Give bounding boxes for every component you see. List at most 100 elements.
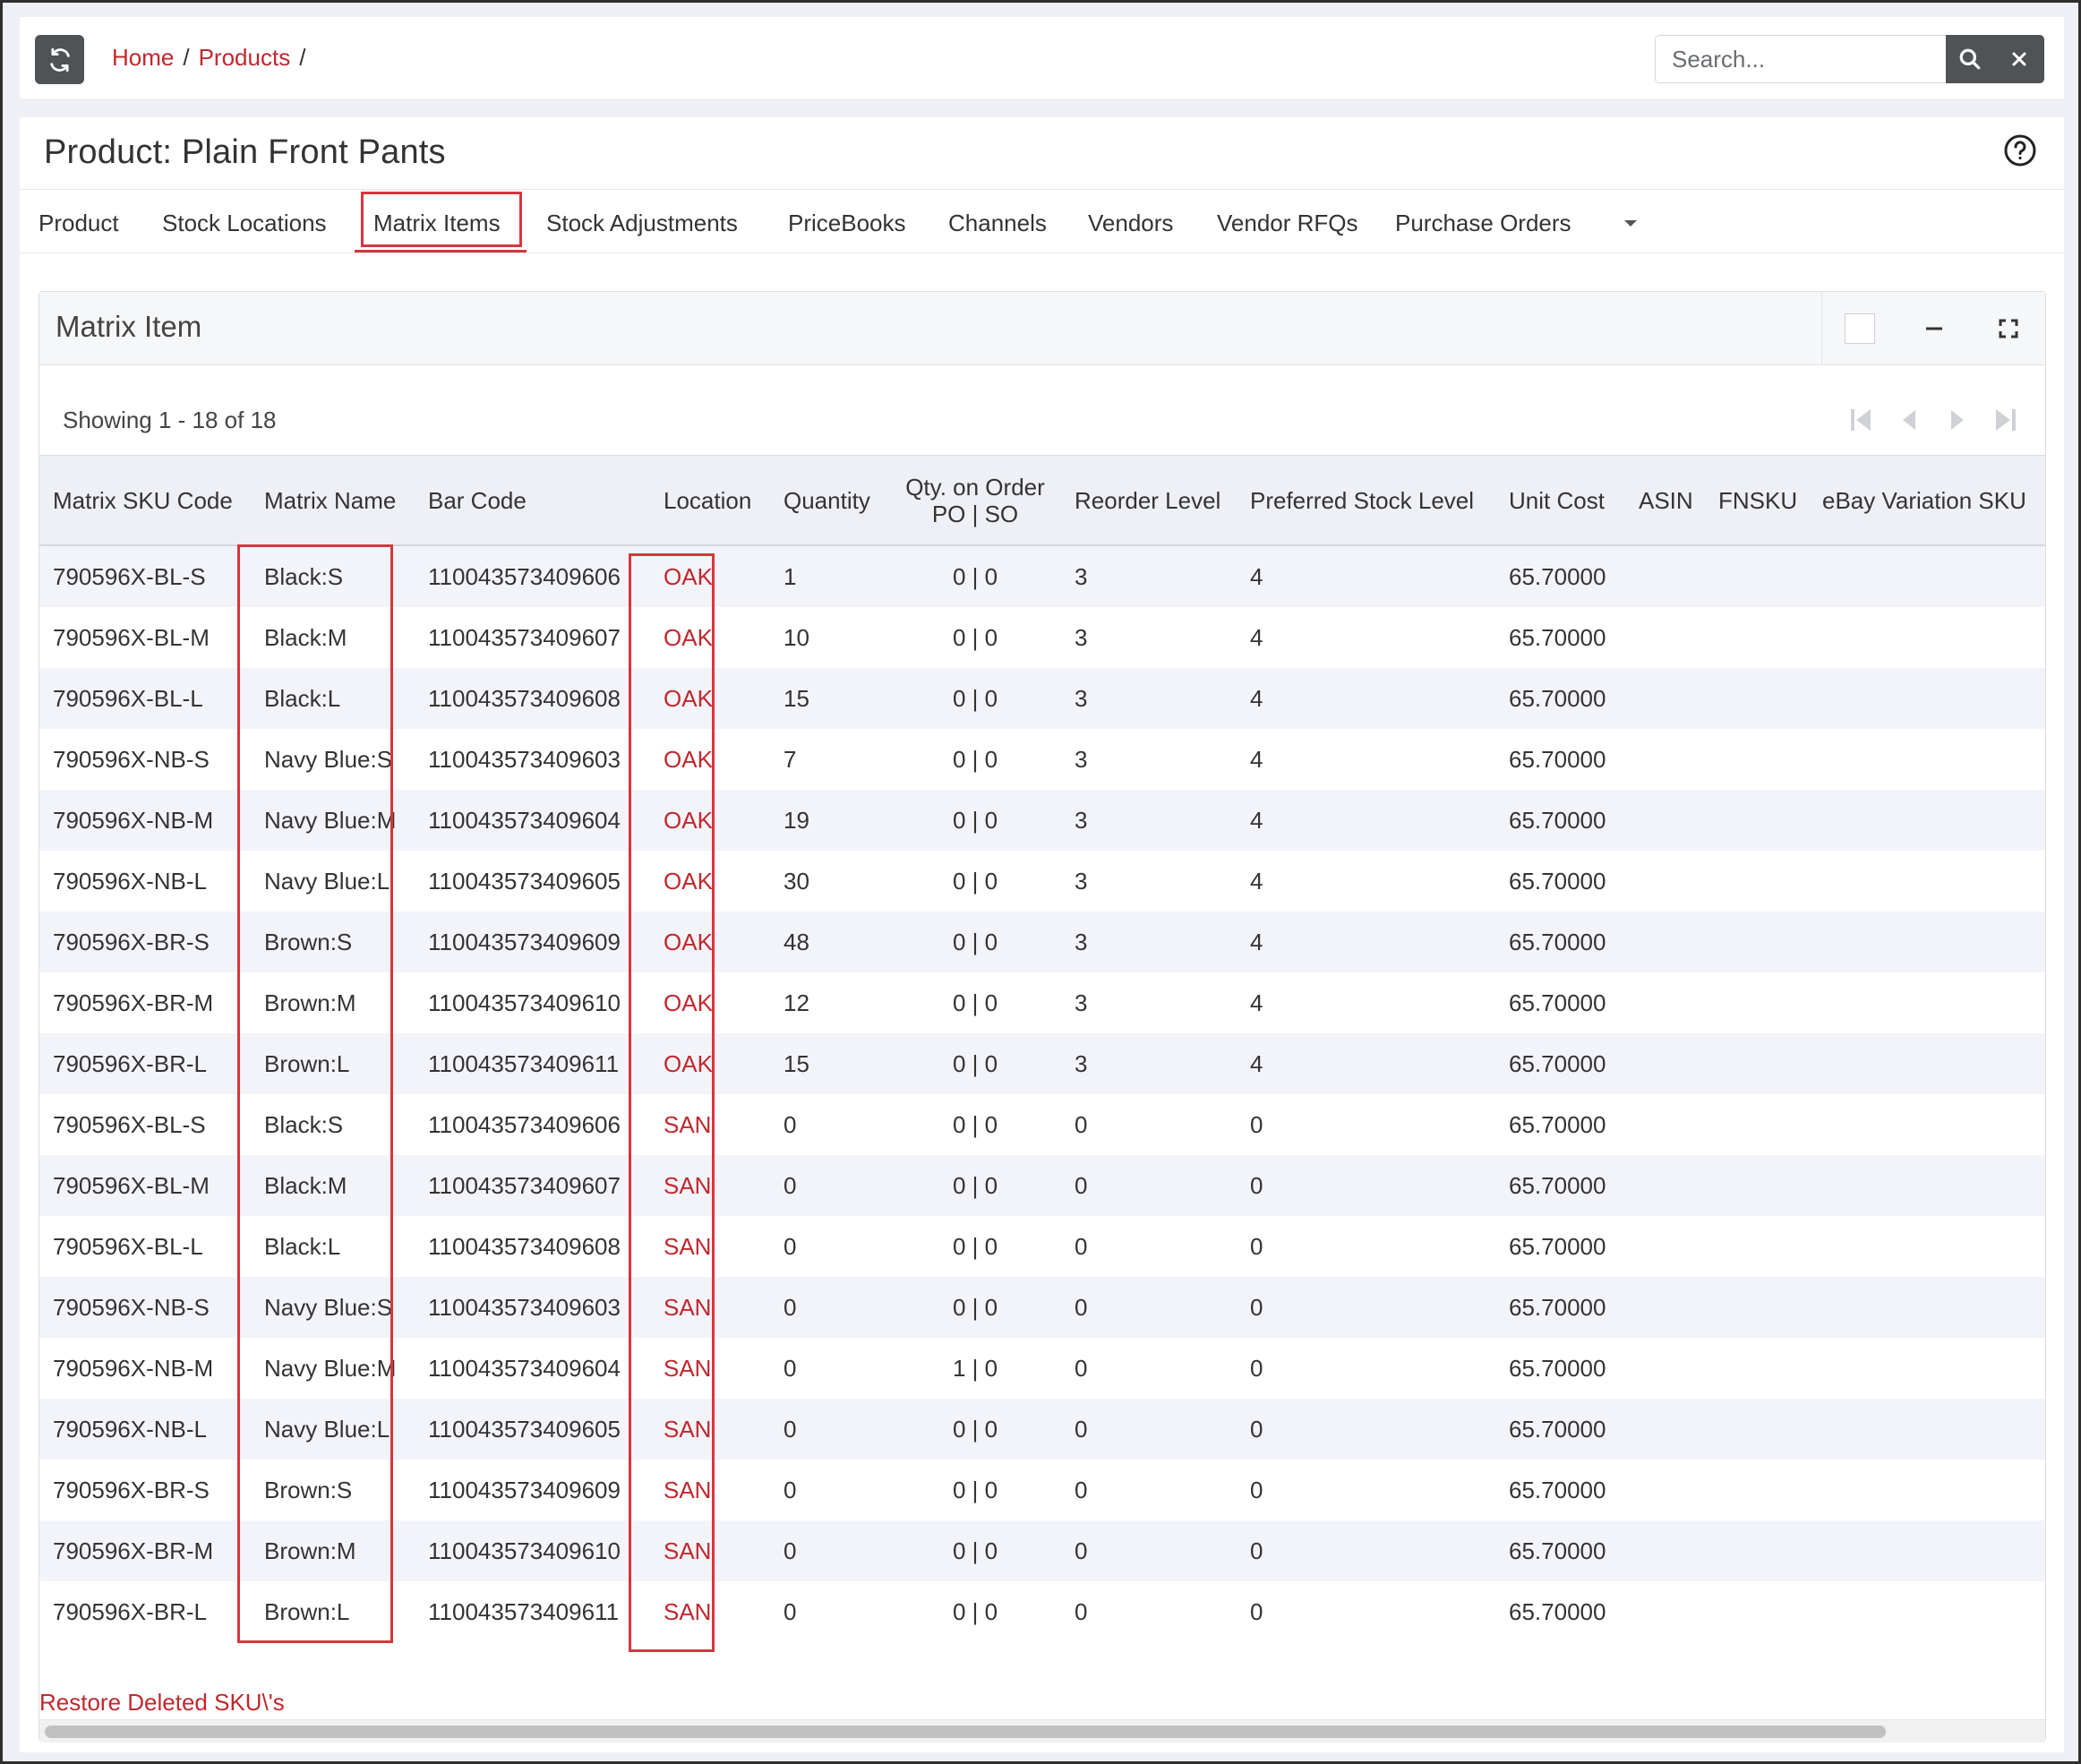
cell-unit-cost: 65.70000	[1509, 806, 1606, 834]
column-header-ebay-sku[interactable]: eBay Variation SKU	[1822, 487, 2026, 514]
table-row[interactable]: 790596X-BL-M Black:M 110043573409607 SAN 0 0 …	[39, 1155, 2045, 1216]
refresh-button[interactable]	[35, 35, 84, 84]
prev-page-button[interactable]	[1897, 407, 1922, 433]
cell-matrix-name: Black:L	[264, 684, 341, 712]
column-header-reorder[interactable]: Reorder Level	[1075, 487, 1221, 514]
cell-reorder-level: 0	[1075, 1293, 1088, 1321]
cell-sku: 790596X-BR-S	[53, 928, 210, 955]
clear-search-button[interactable]	[1994, 35, 2044, 83]
caret-down-icon[interactable]	[1624, 220, 1637, 227]
column-header-barcode[interactable]: Bar Code	[428, 487, 527, 514]
column-header-preferred[interactable]: Preferred Stock Level	[1250, 487, 1475, 514]
tab-purchase-orders[interactable]: Purchase Orders	[1395, 210, 1571, 236]
tab-vendor-rfqs[interactable]: Vendor RFQs	[1217, 210, 1358, 236]
top-bar: Home / Products /	[20, 17, 2064, 98]
table-row[interactable]: 790596X-NB-M Navy Blue:M 110043573409604 SA…	[39, 1338, 2045, 1399]
column-header-asin[interactable]: ASIN	[1639, 487, 1693, 514]
cell-preferred-level: 4	[1250, 745, 1263, 773]
cell-qty-on-order: 0 | 0	[952, 1293, 998, 1321]
tab-pricebooks[interactable]: PriceBooks	[788, 210, 906, 236]
cell-qty-on-order: 0 | 0	[952, 1415, 998, 1443]
horizontal-scrollbar[interactable]	[39, 1719, 2045, 1743]
tab-product[interactable]: Product	[39, 210, 119, 236]
table-row[interactable]: 790596X-BL-L Black:L 110043573409608 SAN 0 0 …	[39, 1216, 2045, 1277]
cell-unit-cost: 65.70000	[1509, 745, 1606, 773]
cell-barcode: 110043573409609	[428, 928, 621, 955]
table-row[interactable]: 790596X-BR-S Brown:S 110043573409609 SAN 0 0 …	[39, 1460, 2045, 1520]
cell-sku: 790596X-NB-S	[53, 1293, 210, 1321]
restore-deleted-skus-link[interactable]: Restore Deleted SKU\'s	[39, 1689, 285, 1716]
minimize-button[interactable]	[1897, 292, 1971, 365]
cell-sku: 790596X-BR-M	[53, 989, 214, 1016]
cell-sku: 790596X-NB-M	[53, 806, 214, 834]
select-all-checkbox[interactable]	[1822, 292, 1897, 365]
tab-stock-adjustments[interactable]: Stock Adjustments	[546, 210, 738, 236]
column-header-unit-cost[interactable]: Unit Cost	[1509, 487, 1605, 514]
tab-vendors[interactable]: Vendors	[1088, 210, 1174, 236]
cell-barcode: 110043573409608	[428, 684, 621, 712]
cell-location: OAK	[664, 1049, 713, 1077]
table-row[interactable]: 790596X-BR-M Brown:M 110043573409610 SAN 0 0 …	[39, 1520, 2045, 1581]
cell-qty-on-order: 0 | 0	[952, 806, 998, 834]
cell-unit-cost: 65.70000	[1509, 1171, 1606, 1199]
cell-matrix-name: Black:M	[264, 1171, 347, 1199]
search-input[interactable]	[1655, 35, 1946, 83]
page-title: Product: Plain Front Pants	[44, 133, 446, 171]
tab-stock-locations[interactable]: Stock Locations	[162, 210, 327, 236]
cell-reorder-level: 0	[1075, 1597, 1088, 1625]
search-button[interactable]	[1946, 35, 1994, 83]
cell-matrix-name: Brown:L	[264, 1597, 350, 1625]
cell-unit-cost: 65.70000	[1509, 1354, 1606, 1382]
table-row[interactable]: 790596X-NB-S Navy Blue:S 110043573409603 OA…	[39, 729, 2045, 790]
last-page-button[interactable]	[1993, 407, 2018, 433]
column-header-name[interactable]: Matrix Name	[264, 487, 397, 514]
product-panel: Product: Plain Front Pants Product Stock…	[20, 117, 2064, 1752]
tab-channels[interactable]: Channels	[948, 210, 1047, 236]
help-button[interactable]	[2003, 133, 2037, 167]
table-row[interactable]: 790596X-NB-L Navy Blue:L 110043573409605 SA…	[39, 1399, 2045, 1460]
cell-matrix-name: Navy Blue:L	[264, 867, 390, 895]
cell-matrix-name: Brown:M	[264, 1537, 356, 1564]
cell-quantity: 48	[784, 928, 809, 955]
cell-barcode: 110043573409610	[428, 989, 621, 1016]
cell-preferred-level: 0	[1250, 1293, 1263, 1321]
column-header-qty-on-order[interactable]: Qty. on Order PO | SO	[899, 456, 1051, 545]
cell-preferred-level: 4	[1250, 806, 1263, 834]
cell-qty-on-order: 0 | 0	[952, 562, 998, 590]
cell-quantity: 0	[784, 1476, 797, 1503]
table-row[interactable]: 790596X-BL-M Black:M 110043573409607 OAK 10 0…	[39, 607, 2045, 668]
cell-quantity: 0	[784, 1597, 797, 1625]
cell-quantity: 0	[784, 1171, 797, 1199]
breadcrumb-home-link[interactable]: Home	[112, 44, 175, 71]
cell-preferred-level: 0	[1250, 1232, 1263, 1260]
fullscreen-button[interactable]	[1971, 292, 2045, 365]
table-row[interactable]: 790596X-BR-L Brown:L 110043573409611 SAN 0 0 …	[39, 1581, 2045, 1642]
cell-location: SAN	[664, 1232, 712, 1260]
column-header-fnsku[interactable]: FNSKU	[1718, 487, 1798, 514]
column-header-location[interactable]: Location	[664, 487, 752, 514]
tab-matrix-items[interactable]: Matrix Items	[373, 210, 501, 236]
cell-quantity: 0	[784, 1354, 797, 1382]
table-row[interactable]: 790596X-NB-L Navy Blue:L 110043573409605 OA…	[39, 851, 2045, 912]
table-row[interactable]: 790596X-NB-S Navy Blue:S 110043573409603 SA…	[39, 1277, 2045, 1338]
table-row[interactable]: 790596X-NB-M Navy Blue:M 110043573409604 OA…	[39, 790, 2045, 851]
cell-matrix-name: Navy Blue:S	[264, 1293, 393, 1321]
table-row[interactable]: 790596X-BR-L Brown:L 110043573409611 OAK 15 0…	[39, 1033, 2045, 1094]
cell-preferred-level: 0	[1250, 1476, 1263, 1503]
column-header-sku[interactable]: Matrix SKU Code	[53, 487, 233, 514]
next-page-button[interactable]	[1945, 407, 1970, 433]
checkbox[interactable]	[1844, 313, 1875, 344]
cell-barcode: 110043573409603	[428, 1293, 621, 1321]
table-row[interactable]: 790596X-BR-S Brown:S 110043573409609 OAK 48 0…	[39, 912, 2045, 972]
table-row[interactable]: 790596X-BR-M Brown:M 110043573409610 OAK 12 0…	[39, 972, 2045, 1033]
cell-barcode: 110043573409603	[428, 745, 621, 773]
scrollbar-thumb[interactable]	[45, 1725, 1886, 1738]
table-row[interactable]: 790596X-BL-S Black:S 110043573409606 OAK 1 0 …	[39, 546, 2045, 607]
column-header-quantity[interactable]: Quantity	[784, 487, 870, 514]
first-page-button[interactable]	[1848, 407, 1873, 433]
cell-matrix-name: Brown:S	[264, 928, 353, 955]
table-row[interactable]: 790596X-BL-S Black:S 110043573409606 SAN 0 0 …	[39, 1094, 2045, 1155]
cell-reorder-level: 3	[1075, 989, 1088, 1016]
breadcrumb-products-link[interactable]: Products	[198, 44, 291, 71]
table-row[interactable]: 790596X-BL-L Black:L 110043573409608 OAK 15 0…	[39, 668, 2045, 729]
